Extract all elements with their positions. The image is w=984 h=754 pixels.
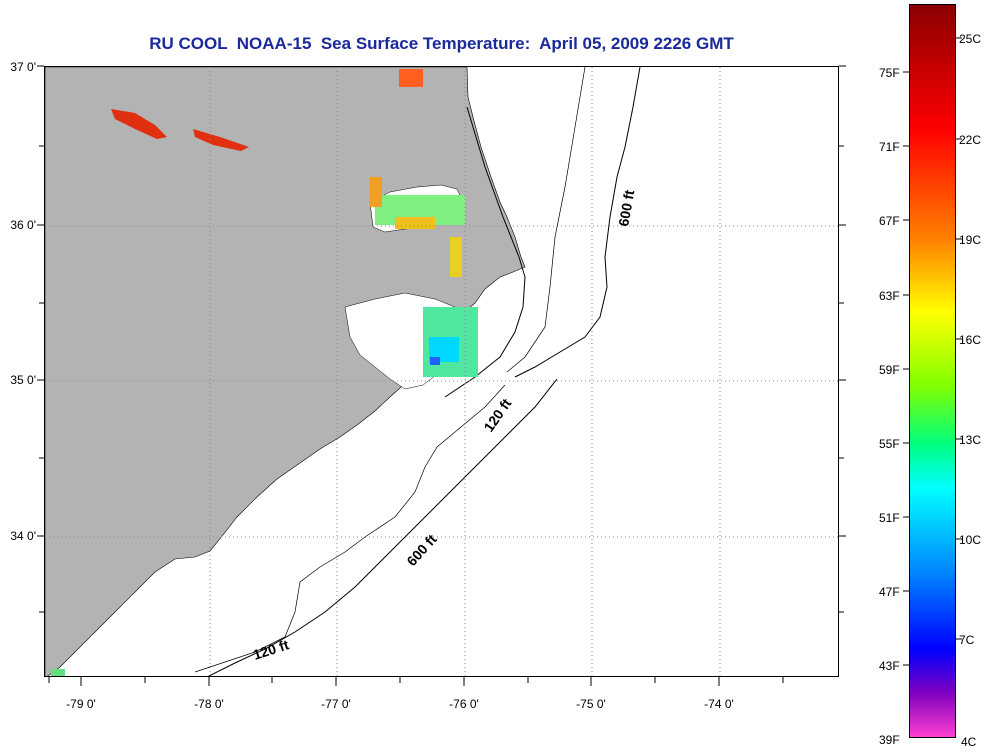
cbar-f-39: 39F	[879, 733, 900, 747]
map-canvas: 600 ft 120 ft 600 ft 120 ft	[45, 67, 838, 676]
sst-patch-sound-blue	[430, 357, 440, 365]
cbar-f-67: 67F	[879, 214, 900, 228]
cbar-c-22: 22C	[959, 133, 982, 147]
cbar-c-25: 25C	[959, 32, 982, 46]
lon-label-78: -78 0'	[194, 697, 224, 711]
cbar-c-13: 13C	[959, 433, 982, 447]
lon-label-79: -79 0'	[66, 697, 96, 711]
contour-600ft-south	[207, 378, 558, 676]
cbar-f-51: 51F	[879, 511, 900, 525]
lon-label-74: -74 0'	[704, 697, 734, 711]
cbar-c-19: 19C	[959, 233, 982, 247]
sst-patch-southwest	[51, 669, 65, 676]
grid-lines	[45, 67, 838, 676]
cbar-c-7: 7C	[959, 633, 975, 647]
cbar-c-16: 16C	[959, 333, 982, 347]
lon-label-76: -76 0'	[449, 697, 479, 711]
cbar-f-43: 43F	[879, 659, 900, 673]
map-title: RU COOL NOAA-15 Sea Surface Temperature:…	[149, 34, 734, 53]
sst-patch-river-yellow	[450, 237, 462, 277]
cbar-f-71: 71F	[879, 140, 900, 154]
contour-120ft-south	[194, 384, 506, 673]
lon-label-77: -77 0'	[321, 697, 351, 711]
cbar-f-63: 63F	[879, 289, 900, 303]
lat-label-36: 36 0'	[10, 218, 36, 232]
contour-600ft-north	[514, 67, 641, 378]
cbar-f-59: 59F	[879, 363, 900, 377]
outer-banks	[444, 106, 526, 398]
map-area: 600 ft 120 ft 600 ft 120 ft	[44, 66, 839, 677]
cbar-f-55: 55F	[879, 437, 900, 451]
sst-patch-north-orange	[370, 177, 382, 207]
lat-label-34: 34 0'	[10, 529, 36, 543]
colorbar	[909, 4, 956, 738]
cbar-f-75: 75F	[879, 66, 900, 80]
lon-label-75: -75 0'	[576, 697, 606, 711]
cbar-c-10: 10C	[959, 533, 982, 547]
contour-label-600-north: 600 ft	[615, 188, 637, 227]
cbar-c-4: 4C	[961, 735, 977, 749]
lat-label-35: 35 0'	[10, 373, 36, 387]
sst-patch-red-2	[193, 129, 249, 151]
sst-patch-red-1	[111, 109, 167, 139]
cbar-f-47: 47F	[879, 585, 900, 599]
contour-120ft-north	[506, 67, 586, 373]
sst-patch-top	[399, 69, 423, 87]
lat-label-37: 37 0'	[10, 60, 36, 74]
